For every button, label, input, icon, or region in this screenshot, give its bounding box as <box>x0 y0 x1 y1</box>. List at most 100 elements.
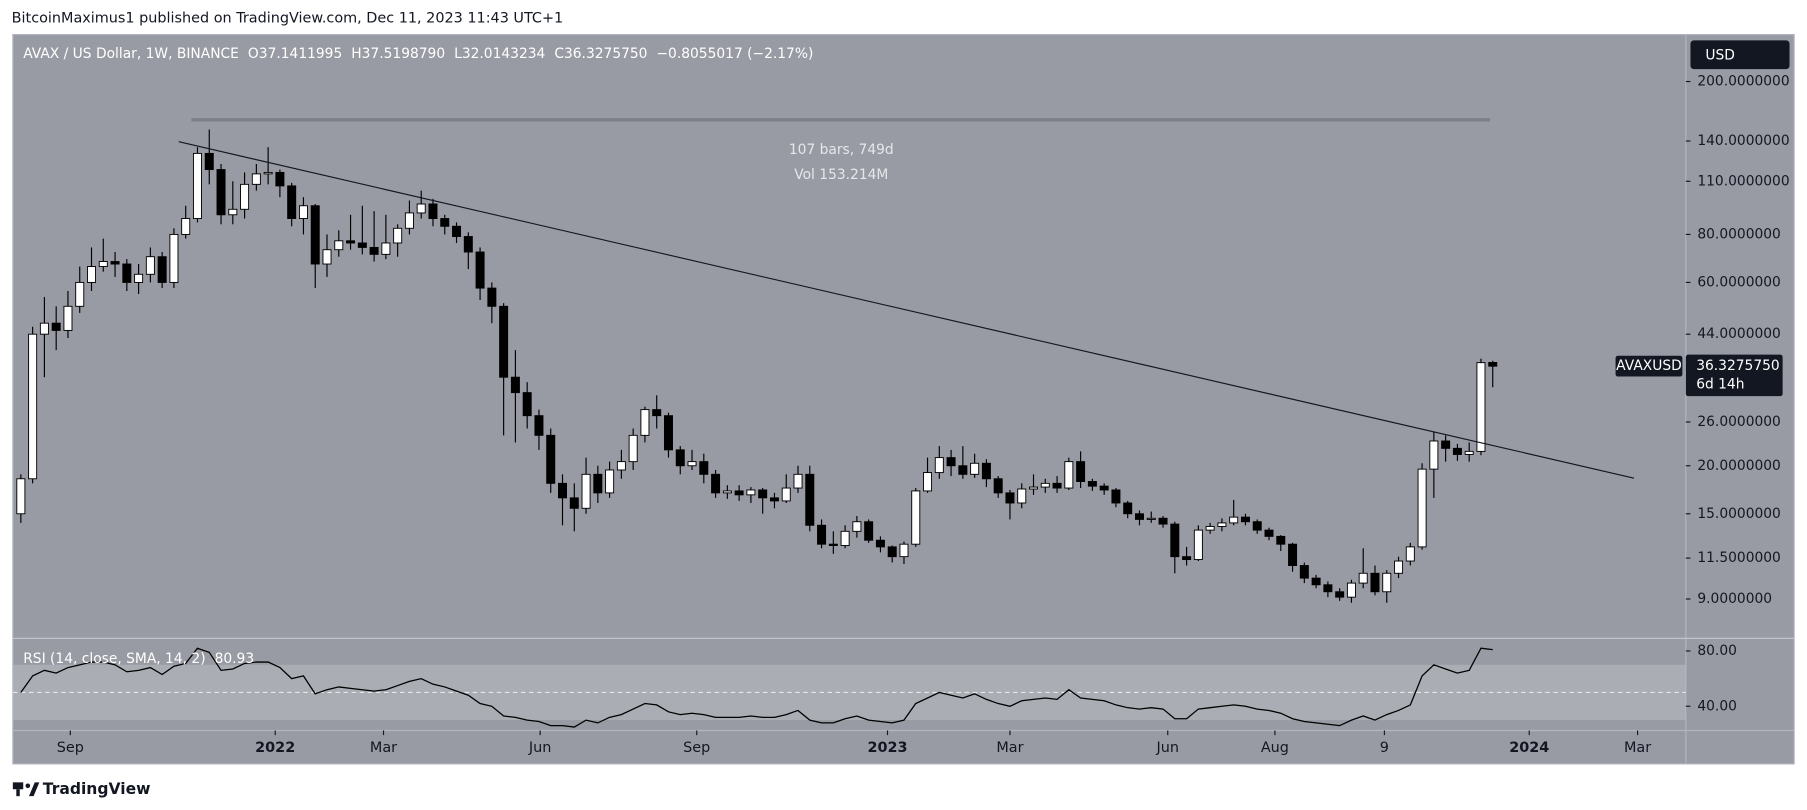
candle-body <box>169 233 179 283</box>
candle-body <box>1464 450 1474 455</box>
change: −0.8055017 (−2.17%) <box>656 46 813 62</box>
candle-body <box>569 497 579 509</box>
candle-body <box>1123 502 1133 515</box>
candle-body <box>1311 577 1321 586</box>
candle-body <box>1476 362 1486 452</box>
rsi-legend[interactable]: RSI (14, close, SMA, 14, 2) 80.93 <box>23 651 254 667</box>
measure-volume: Vol 153.214M <box>794 167 888 183</box>
candle-body <box>769 497 779 502</box>
rsi-y-tick-label: 40.00 <box>1697 698 1737 714</box>
candle-body <box>39 322 49 335</box>
candle-body <box>746 489 756 496</box>
candle-body <box>381 242 391 255</box>
candle-body <box>699 461 709 475</box>
candle-body <box>1358 572 1368 584</box>
candle-body <box>440 218 450 227</box>
x-tick-label: 2024 <box>1509 740 1549 756</box>
x-tick-label: Jun <box>1155 740 1179 756</box>
logo-part <box>28 782 40 797</box>
candle-body <box>369 246 379 255</box>
candle-body <box>228 208 238 216</box>
plot-area: 9.0000000 11.5000000 15.0000000 20.0000000 2… <box>12 74 1790 756</box>
candle-body <box>1052 482 1062 489</box>
candle-body <box>240 183 250 210</box>
x-tick-label: Sep <box>683 740 710 756</box>
x-tick-label: Mar <box>370 740 397 756</box>
candle-body <box>1346 582 1356 598</box>
candle-body <box>1382 572 1392 593</box>
candle-body <box>1005 492 1015 504</box>
candle-body <box>711 473 721 494</box>
candle-body <box>428 203 438 219</box>
candle-body <box>793 473 803 489</box>
measure-bars: 107 bars, 749d <box>789 142 894 158</box>
candle-body <box>828 543 838 546</box>
ohlc-value: 32.0143234 <box>462 46 546 62</box>
candle-body <box>28 333 38 480</box>
countdown-label: 6d 14h <box>1696 377 1744 393</box>
candle-body <box>393 227 403 244</box>
x-tick-label: 2022 <box>255 740 295 756</box>
candle-body <box>110 261 120 265</box>
candle-body <box>1017 488 1027 504</box>
candle-body <box>357 242 367 248</box>
candle-body <box>1099 485 1109 491</box>
candle-body <box>181 218 191 235</box>
candle-body <box>416 203 426 214</box>
trend-line[interactable] <box>178 141 1635 479</box>
ohlc-key: O <box>248 46 259 62</box>
currency-button[interactable] <box>1690 40 1790 70</box>
candle-body <box>628 434 638 463</box>
candle-body <box>534 415 544 436</box>
candle-body <box>1335 591 1345 598</box>
chart-frame <box>12 33 1795 765</box>
candle-body <box>852 521 862 532</box>
candle-body <box>51 322 61 331</box>
candle-body <box>758 489 768 499</box>
candle-body <box>970 462 980 475</box>
candle-body <box>1417 468 1427 548</box>
candle-body <box>981 462 991 480</box>
x-tick-label: Aug <box>1261 740 1289 756</box>
candle-body <box>122 263 132 283</box>
candle-body <box>1087 481 1097 487</box>
tradingview-logo <box>12 782 40 797</box>
candle-body <box>1452 447 1462 455</box>
publisher-line: BitcoinMaximus1 published on TradingView… <box>12 10 563 26</box>
candle-body <box>98 261 108 267</box>
candle-body <box>522 392 532 417</box>
candle-body <box>946 457 956 467</box>
candle-body <box>993 478 1003 494</box>
candle-body <box>934 457 944 474</box>
candle-body <box>840 530 850 546</box>
candle-body <box>1429 440 1439 470</box>
candle-body <box>1029 486 1039 490</box>
symbol-legend[interactable]: AVAX / US Dollar, 1W, BINANCE O37.141199… <box>23 46 813 62</box>
y-tick-label: 200.0000000 <box>1697 74 1789 90</box>
candle-body <box>87 266 96 283</box>
logo-part <box>16 789 20 797</box>
x-tick-label: Sep <box>57 740 84 756</box>
ohlc-value: 36.3275750 <box>564 46 647 62</box>
candle-body <box>640 409 650 436</box>
candle-body <box>1170 523 1180 558</box>
candle-body <box>652 409 662 417</box>
price-badge <box>1685 354 1783 397</box>
candle-body <box>675 449 685 467</box>
last-price-marker: AVAXUSD 36.3275750 6d 14h <box>1615 354 1783 397</box>
candle-body <box>1193 529 1203 561</box>
candle-body <box>1064 461 1074 489</box>
y-tick-label: 11.5000000 <box>1697 550 1780 566</box>
candle-body <box>298 205 308 219</box>
y-tick-label: 110.0000000 <box>1697 173 1789 189</box>
candle-body <box>875 539 885 548</box>
ticker-badge <box>1615 355 1683 377</box>
candle-body <box>663 415 673 451</box>
y-tick-label: 20.0000000 <box>1697 458 1780 474</box>
candle-body <box>251 173 261 185</box>
candle-body <box>1441 440 1451 449</box>
candle-body <box>1076 461 1086 482</box>
candle-body <box>616 461 626 471</box>
candle-body <box>134 273 144 283</box>
